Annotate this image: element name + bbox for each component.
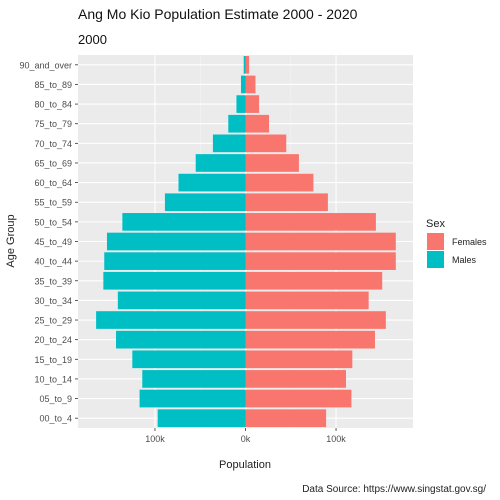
y-tick-label: 45_to_49 (34, 237, 72, 247)
bar-females-40_to_44 (245, 252, 396, 270)
y-tick-label: 85_to_89 (34, 80, 72, 90)
bar-males-90_and_over (243, 55, 246, 74)
bar-males-65_to_69 (195, 154, 246, 172)
y-tick-label: 05_to_9 (39, 394, 72, 404)
bar-females-45_to_49 (245, 232, 396, 251)
bar-males-35_to_39 (103, 271, 246, 290)
legend-label-females: Females (452, 237, 487, 247)
y-tick-label: 20_to_24 (34, 335, 72, 345)
bar-males-20_to_24 (116, 330, 246, 349)
bar-males-30_to_34 (117, 291, 246, 310)
bar-females-65_to_69 (245, 154, 299, 172)
chart-title: Ang Mo Kio Population Estimate 2000 - 20… (78, 6, 358, 22)
bar-males-75_to_79 (228, 114, 246, 133)
y-tick-label: 75_to_79 (34, 119, 72, 129)
bar-females-20_to_24 (245, 330, 375, 349)
bar-males-25_to_29 (96, 311, 246, 329)
bar-males-60_to_64 (178, 173, 246, 192)
y-tick-label: 10_to_14 (34, 374, 72, 384)
bar-males-45_to_49 (106, 232, 246, 251)
bar-females-85_to_89 (245, 75, 256, 94)
y-tick-label: 35_to_39 (34, 276, 72, 286)
x-axis-tick-labels: 100k 0k 100k (145, 428, 346, 444)
x-tick-label: 0k (241, 434, 251, 444)
bar-females-00_to_4 (245, 409, 327, 428)
y-tick-label: 50_to_54 (34, 217, 72, 227)
bars (96, 55, 396, 428)
y-tick-label: 60_to_64 (34, 178, 72, 188)
y-tick-label: 65_to_69 (34, 158, 72, 168)
legend-title: Sex (426, 218, 445, 230)
y-axis-label: Age Group (5, 214, 17, 267)
bar-females-75_to_79 (245, 114, 270, 133)
bar-males-85_to_89 (240, 75, 246, 94)
bar-males-55_to_59 (164, 193, 246, 212)
data-source-caption: Data Source: https://www.singstat.gov.sg… (302, 484, 486, 495)
y-tick-label: 40_to_44 (34, 257, 72, 267)
chart-subtitle: 2000 (78, 32, 107, 47)
x-axis-label: Population (219, 459, 271, 471)
bar-males-40_to_44 (104, 252, 246, 270)
bar-females-60_to_64 (245, 173, 314, 192)
legend-label-males: Males (452, 255, 477, 265)
y-tick-label: 00_to_4 (39, 414, 72, 424)
bar-females-35_to_39 (245, 271, 383, 290)
bar-males-10_to_14 (142, 370, 246, 388)
y-tick-label: 15_to_19 (34, 355, 72, 365)
bar-females-70_to_74 (245, 134, 287, 153)
legend-key-males (427, 251, 444, 268)
bar-males-80_to_84 (236, 95, 246, 113)
bar-males-15_to_19 (132, 350, 246, 369)
bar-females-25_to_29 (245, 311, 386, 329)
bar-females-50_to_54 (245, 213, 376, 231)
bar-females-10_to_14 (245, 370, 346, 388)
y-tick-label: 70_to_74 (34, 139, 72, 149)
bar-males-70_to_74 (212, 134, 246, 153)
bar-females-90_and_over (245, 55, 250, 74)
y-tick-label: 25_to_29 (34, 316, 72, 326)
x-tick-label: 100k (145, 434, 165, 444)
bar-females-80_to_84 (245, 95, 260, 113)
legend: Sex Females Males (426, 218, 487, 268)
bar-males-05_to_9 (139, 389, 246, 408)
x-tick-label: 100k (326, 434, 346, 444)
y-tick-label: 55_to_59 (34, 198, 72, 208)
y-axis-tick-labels: 00_to_4 05_to_9 10_to_14 15_to_19 20_to_24 25… (19, 60, 78, 424)
bar-females-55_to_59 (245, 193, 328, 212)
bar-females-15_to_19 (245, 350, 353, 369)
y-tick-label: 80_to_84 (34, 100, 72, 110)
bar-females-30_to_34 (245, 291, 369, 310)
bar-males-00_to_4 (157, 409, 246, 428)
bar-males-50_to_54 (122, 213, 246, 231)
y-tick-label: 30_to_34 (34, 296, 72, 306)
y-tick-label: 90_and_over (19, 60, 72, 70)
bar-females-05_to_9 (245, 389, 352, 408)
legend-key-females (427, 233, 444, 250)
